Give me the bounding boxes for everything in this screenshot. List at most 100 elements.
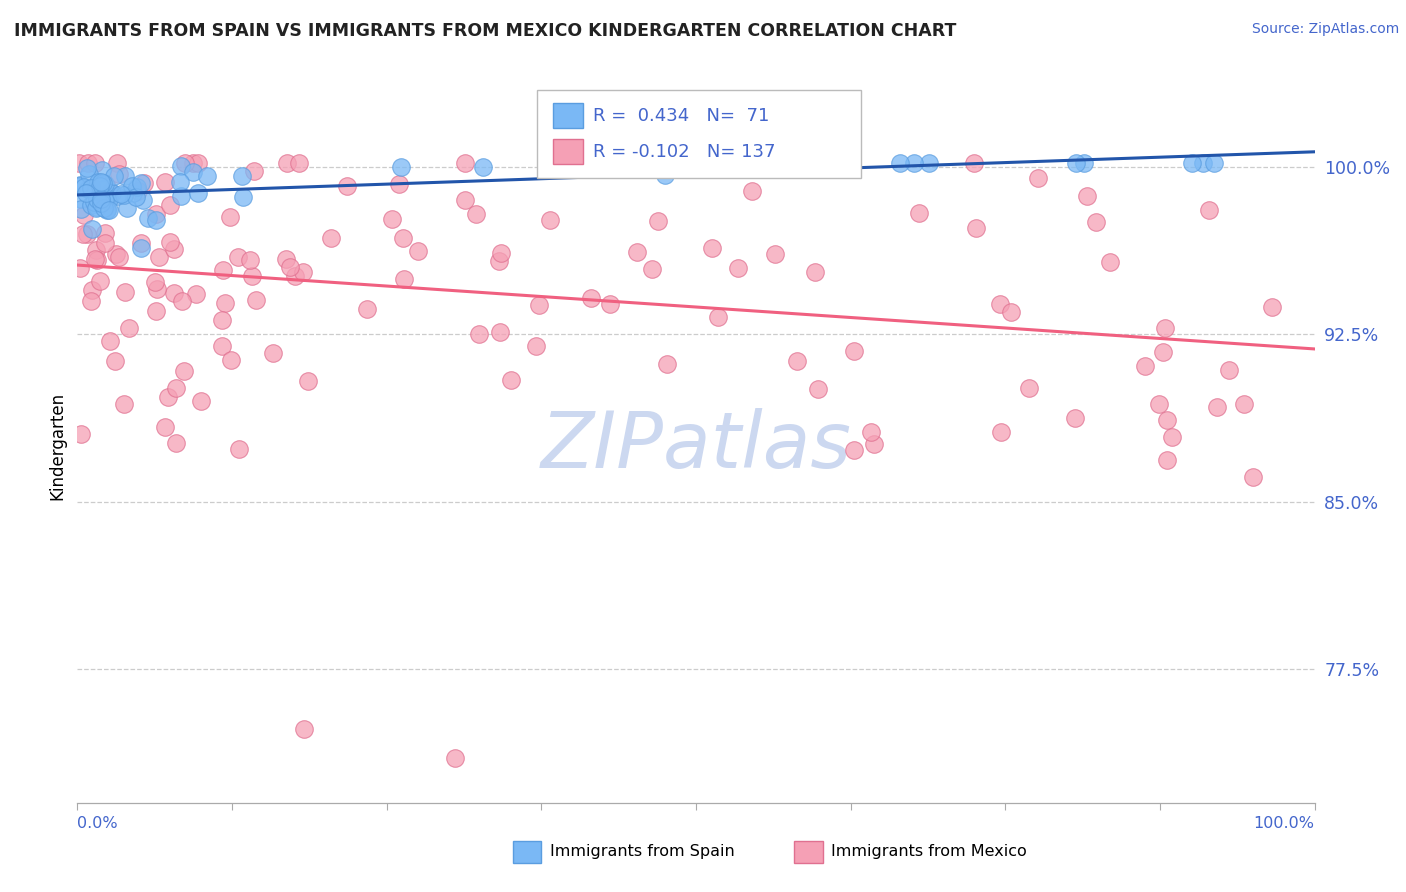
Point xyxy=(228,442,250,456)
Point xyxy=(87,177,110,191)
Point xyxy=(115,201,138,215)
Point xyxy=(93,192,115,206)
Point xyxy=(98,192,121,206)
Point xyxy=(100,186,122,200)
Point xyxy=(245,293,267,308)
Point xyxy=(69,192,91,206)
Point xyxy=(77,155,100,169)
Point xyxy=(1206,400,1229,414)
Point xyxy=(187,155,209,169)
Point xyxy=(159,235,181,249)
Point xyxy=(381,211,404,226)
Point xyxy=(963,155,986,169)
Point xyxy=(153,175,176,189)
Point xyxy=(1152,345,1174,359)
Point xyxy=(112,397,135,411)
Point xyxy=(1073,155,1095,169)
Text: ZIPatlas: ZIPatlas xyxy=(540,408,852,484)
Point xyxy=(166,436,188,450)
Point xyxy=(107,250,129,264)
Point xyxy=(76,227,98,242)
Point xyxy=(211,312,233,326)
Point xyxy=(807,382,830,396)
Point xyxy=(86,192,108,206)
Point xyxy=(143,276,166,290)
Point xyxy=(90,193,112,207)
Point xyxy=(181,155,204,169)
Y-axis label: Kindergarten: Kindergarten xyxy=(48,392,66,500)
Point xyxy=(170,159,193,173)
Point xyxy=(93,176,115,190)
Point xyxy=(454,155,477,169)
Point xyxy=(83,155,105,169)
Point xyxy=(990,425,1012,439)
Point xyxy=(654,168,676,182)
Point xyxy=(118,321,141,335)
Point xyxy=(276,155,298,169)
Point xyxy=(93,182,115,196)
Point xyxy=(908,206,931,220)
Point xyxy=(844,344,866,359)
Point xyxy=(1156,453,1178,467)
Point xyxy=(84,243,107,257)
Point xyxy=(842,443,865,458)
Point xyxy=(145,207,167,221)
Point xyxy=(489,325,512,339)
Point xyxy=(86,175,108,189)
Point xyxy=(69,178,91,193)
Text: Immigrants from Spain: Immigrants from Spain xyxy=(550,845,734,859)
Point xyxy=(284,268,307,283)
Point xyxy=(443,751,465,765)
Point xyxy=(98,334,121,349)
Point xyxy=(145,304,167,318)
Point xyxy=(1076,189,1098,203)
Point xyxy=(212,263,235,277)
Point xyxy=(110,187,132,202)
Point xyxy=(93,202,115,216)
Point xyxy=(262,346,284,360)
Point xyxy=(69,261,91,276)
Point xyxy=(96,180,118,194)
Point xyxy=(80,197,103,211)
Point xyxy=(163,242,186,256)
Point xyxy=(187,186,209,200)
Point xyxy=(454,194,477,208)
Point xyxy=(388,177,411,191)
Point xyxy=(173,364,195,378)
Text: IMMIGRANTS FROM SPAIN VS IMMIGRANTS FROM MEXICO KINDERGARTEN CORRELATION CHART: IMMIGRANTS FROM SPAIN VS IMMIGRANTS FROM… xyxy=(14,22,956,40)
Point xyxy=(76,181,98,195)
Point xyxy=(195,169,218,184)
Point xyxy=(190,393,212,408)
Point xyxy=(538,212,561,227)
Point xyxy=(239,253,262,268)
Point xyxy=(170,293,193,308)
Point xyxy=(100,185,122,199)
Text: R = -0.102   N= 137: R = -0.102 N= 137 xyxy=(593,143,776,161)
Point xyxy=(226,250,249,264)
Point xyxy=(90,175,112,189)
Point xyxy=(165,380,187,394)
Point xyxy=(1218,363,1240,377)
Point xyxy=(69,202,91,217)
Point xyxy=(129,240,152,254)
Point xyxy=(243,164,266,178)
Point xyxy=(408,244,430,258)
Point xyxy=(96,202,118,217)
Point xyxy=(1154,320,1177,334)
Point xyxy=(157,390,180,404)
Point xyxy=(700,241,723,255)
Point xyxy=(524,339,547,353)
Point xyxy=(169,174,191,188)
Point xyxy=(489,246,512,260)
Point xyxy=(860,425,883,439)
Point xyxy=(292,722,315,736)
Point xyxy=(1063,411,1085,425)
Point xyxy=(711,155,734,169)
Point xyxy=(1198,203,1220,218)
Point xyxy=(114,285,136,299)
Point xyxy=(83,194,105,209)
Point xyxy=(758,155,780,169)
Point xyxy=(626,245,648,260)
Point xyxy=(96,203,118,218)
Text: 100.0%: 100.0% xyxy=(1254,816,1315,831)
